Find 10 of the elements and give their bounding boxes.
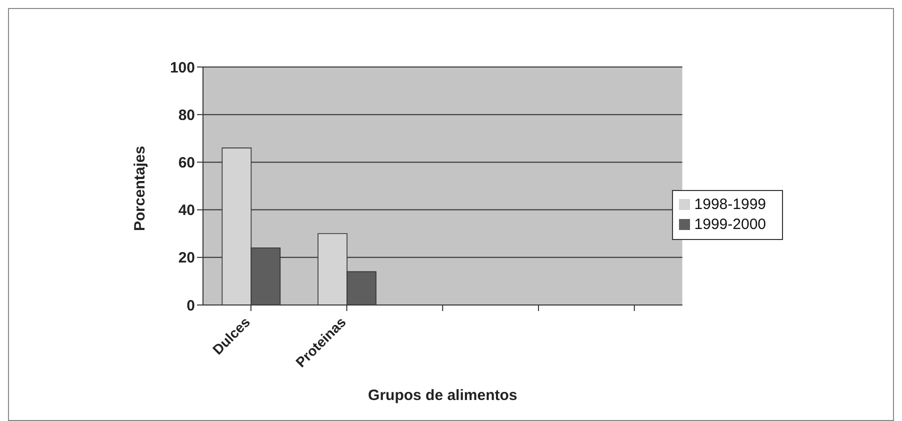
y-tick-label: 60 xyxy=(178,154,195,172)
y-tick-label: 40 xyxy=(178,202,195,220)
x-axis-title: Grupos de alimentos xyxy=(368,387,518,404)
y-tick-label: 20 xyxy=(178,250,195,267)
y-axis-title: Porcentajes xyxy=(131,146,148,231)
legend-label: 1999-2000 xyxy=(694,216,766,232)
y-tick-label: 0 xyxy=(186,297,195,314)
legend-label: 1998-1999 xyxy=(694,196,766,212)
y-tick-label: 80 xyxy=(178,106,195,124)
y-tick-label: 100 xyxy=(170,59,195,76)
